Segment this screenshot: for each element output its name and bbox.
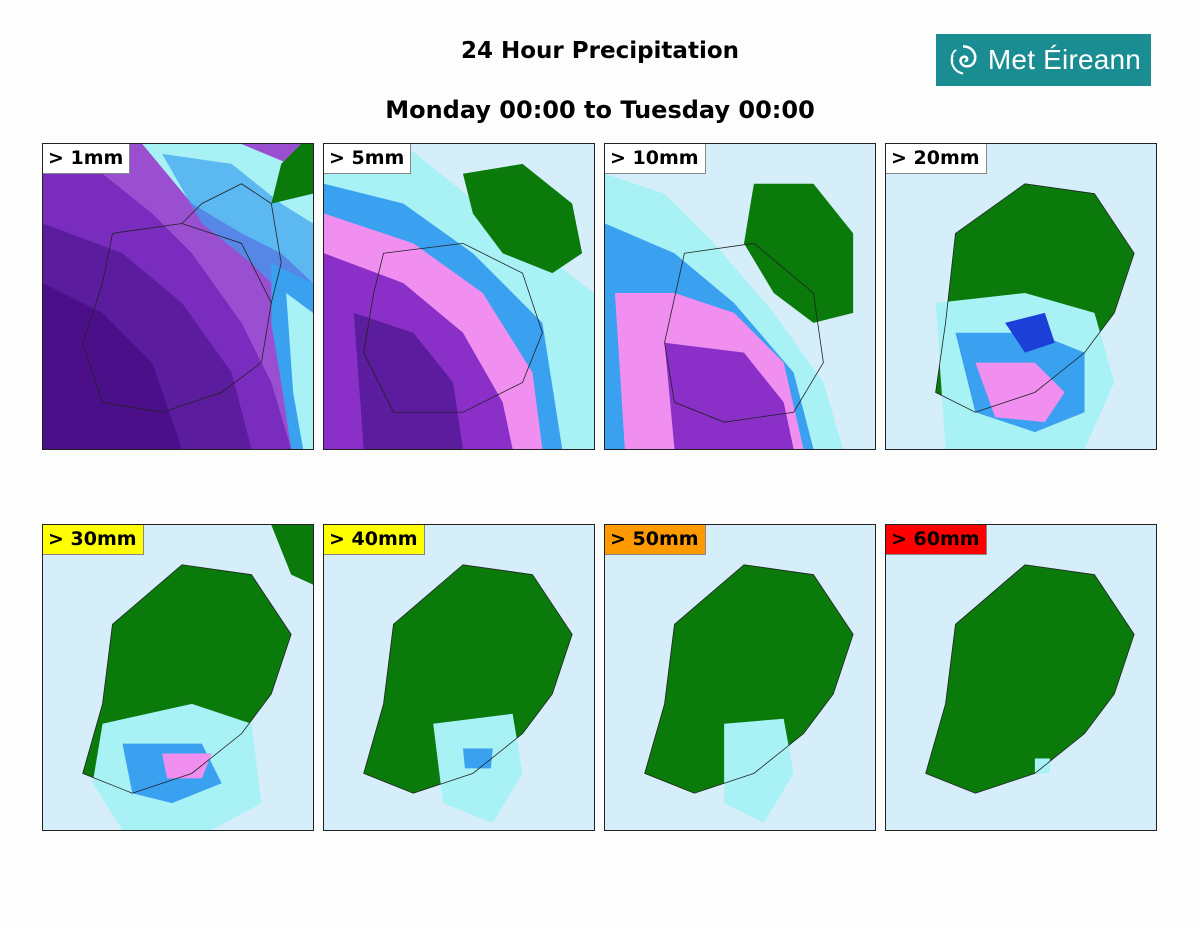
precip-map bbox=[605, 525, 875, 830]
threshold-badge: > 10mm bbox=[605, 144, 706, 174]
map-panel-5mm: > 5mm bbox=[323, 143, 595, 450]
swirl-icon bbox=[950, 45, 977, 75]
precip-map bbox=[886, 144, 1156, 449]
precip-map bbox=[886, 525, 1156, 830]
map-panel-50mm: > 50mm bbox=[604, 524, 876, 831]
threshold-badge: > 30mm bbox=[43, 525, 144, 555]
page-title: 24 Hour Precipitation bbox=[460, 38, 740, 64]
precip-map bbox=[43, 144, 313, 449]
threshold-badge: > 20mm bbox=[886, 144, 987, 174]
map-panel-1mm: > 1mm bbox=[42, 143, 314, 450]
page-subtitle: Monday 00:00 to Tuesday 00:00 bbox=[385, 96, 815, 124]
threshold-badge: > 1mm bbox=[43, 144, 131, 174]
map-panel-60mm: > 60mm bbox=[885, 524, 1157, 831]
precip-map bbox=[605, 144, 875, 449]
map-panel-10mm: > 10mm bbox=[604, 143, 876, 450]
met-eireann-logo: Met Éireann bbox=[936, 34, 1151, 86]
threshold-badge: > 50mm bbox=[605, 525, 706, 555]
precip-map bbox=[324, 144, 594, 449]
logo-text: Met Éireann bbox=[987, 44, 1142, 75]
precip-map bbox=[43, 525, 313, 830]
map-panel-30mm: > 30mm bbox=[42, 524, 314, 831]
threshold-badge: > 40mm bbox=[324, 525, 425, 555]
threshold-badge: > 5mm bbox=[324, 144, 412, 174]
map-panel-20mm: > 20mm bbox=[885, 143, 1157, 450]
precip-map bbox=[324, 525, 594, 830]
threshold-badge: > 60mm bbox=[886, 525, 987, 555]
map-panel-40mm: > 40mm bbox=[323, 524, 595, 831]
